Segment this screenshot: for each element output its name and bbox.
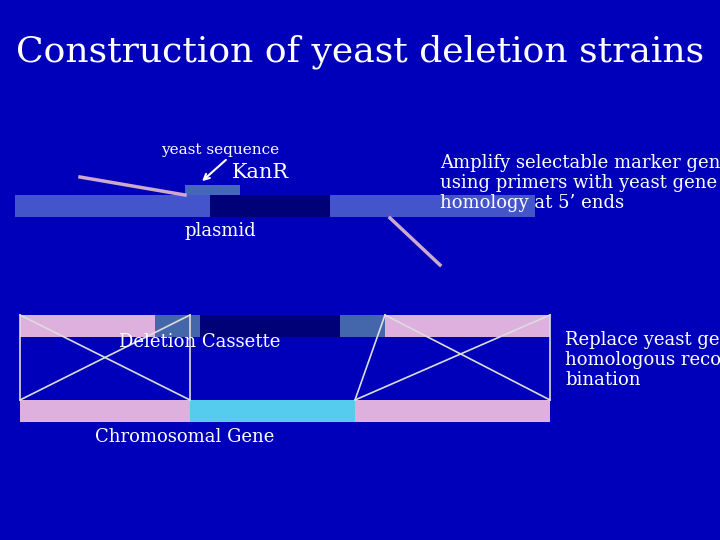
Bar <box>15 195 210 217</box>
Text: homology at 5’ ends: homology at 5’ ends <box>440 194 624 212</box>
Bar <box>190 400 355 422</box>
Text: Deletion Cassette: Deletion Cassette <box>120 333 281 351</box>
Text: Amplify selectable marker gene: Amplify selectable marker gene <box>440 154 720 172</box>
Bar <box>330 195 535 217</box>
Bar <box>355 400 550 422</box>
Text: bination: bination <box>565 371 641 389</box>
Bar <box>200 315 340 337</box>
Bar <box>155 315 200 337</box>
Text: using primers with yeast gene: using primers with yeast gene <box>440 174 717 192</box>
Bar <box>20 315 155 337</box>
Text: homologous recom-: homologous recom- <box>565 351 720 369</box>
Bar <box>385 315 550 337</box>
Bar <box>20 400 190 422</box>
Text: plasmid: plasmid <box>184 222 256 240</box>
Bar <box>185 185 240 195</box>
Bar <box>210 195 330 217</box>
Text: Chromosomal Gene: Chromosomal Gene <box>95 428 275 446</box>
Text: KanR: KanR <box>231 164 289 183</box>
Bar <box>340 315 385 337</box>
Text: Replace yeast gene by: Replace yeast gene by <box>565 331 720 349</box>
Text: yeast sequence: yeast sequence <box>161 143 279 157</box>
Text: Construction of yeast deletion strains: Construction of yeast deletion strains <box>16 35 704 69</box>
